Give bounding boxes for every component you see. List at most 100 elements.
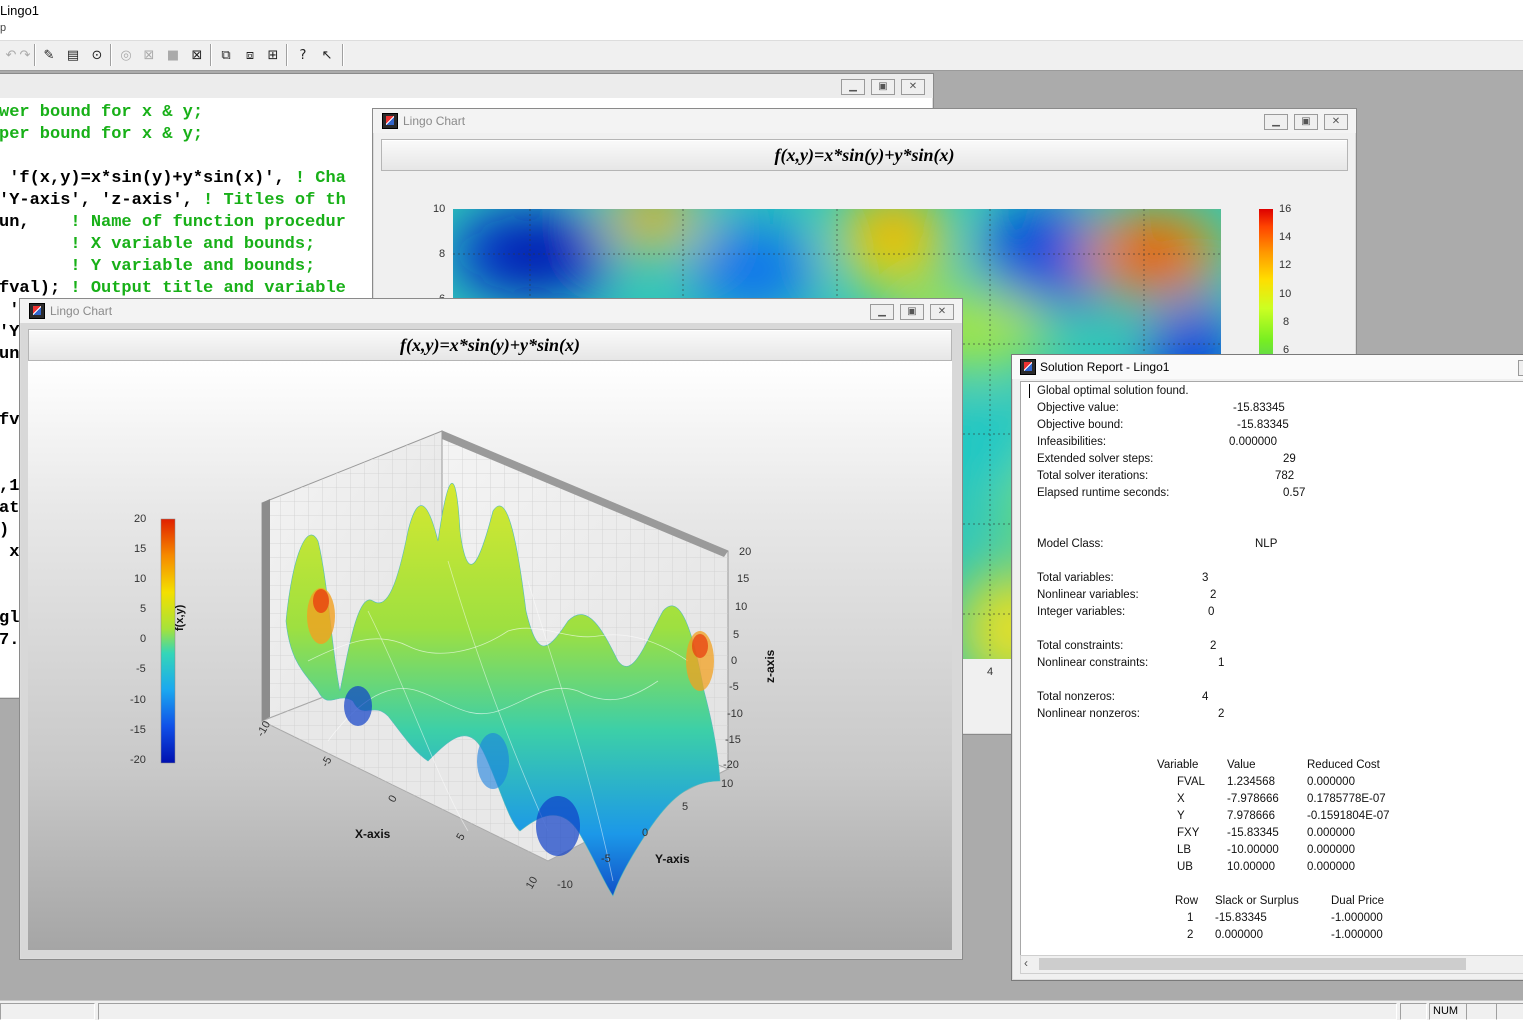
scroll-left-icon[interactable]: ‹ (1024, 956, 1028, 970)
help-icon[interactable]: ? (299, 48, 307, 63)
code-text: un, (0, 213, 71, 232)
constraint-count-value: 1 (1218, 657, 1225, 669)
surface-colorbar-tick: 5 (140, 603, 147, 615)
variable-row-cell: UB (1177, 861, 1193, 873)
maximize-icon[interactable]: ▣ (871, 79, 895, 95)
surface-colorbar-tick: 15 (134, 543, 147, 555)
contour-chart-heading-bar: f(x,y)=x*sin(y)+y*sin(x) (381, 139, 1348, 171)
solution-report-window: Solution Report - Lingo1 ▁ Global optima… (1011, 354, 1523, 981)
surface-colorbar-tick: -15 (130, 724, 146, 736)
constraint-row-cell: 2 (1187, 929, 1194, 941)
find-icon[interactable]: ✎ (43, 48, 55, 63)
code-line: per bound for x & y; (0, 124, 379, 146)
summary-item-value: -15.83345 (1233, 402, 1285, 414)
maximize-icon[interactable]: ▣ (900, 304, 924, 320)
code-comment: ! Cha (294, 169, 346, 188)
variable-row-cell: 0.000000 (1307, 776, 1355, 788)
minimize-icon[interactable]: ▁ (1518, 360, 1523, 376)
model-class-value: NLP (1255, 538, 1278, 550)
code-line: ,1 (0, 476, 379, 498)
contour-chart-heading: f(x,y)=x*sin(y)+y*sin(x) (774, 145, 955, 165)
editor-title-bar: ▁ ▣ ✕ (0, 74, 933, 98)
code-area[interactable]: wer bound for x & y; per bound for x & y;… (0, 102, 379, 652)
close-window-icon[interactable]: ✕ (930, 304, 954, 320)
code-text: ,1 (0, 477, 20, 496)
contour-y-tick: 8 (439, 248, 446, 260)
code-text (0, 235, 70, 254)
code-text: x (0, 543, 20, 562)
tile-icon[interactable]: ⊞ (267, 48, 279, 63)
surface-z-tick: -20 (723, 759, 739, 771)
options-icon[interactable]: ⊠ (191, 48, 203, 63)
surface-z-tick: -5 (729, 681, 739, 693)
surface-chart-heading-bar: f(x,y)=x*sin(y)+y*sin(x) (28, 329, 952, 361)
constraint-row-cell: -15.83345 (1215, 912, 1267, 924)
variable-row-cell: -7.978666 (1227, 793, 1279, 805)
close-window-icon[interactable]: ✕ (901, 79, 925, 95)
variable-row-cell: -0.1591804E-07 (1307, 810, 1390, 822)
lingo-app-icon (382, 113, 398, 129)
redo-icon[interactable]: ↷ (19, 48, 31, 63)
app-title: Lingo1 (0, 3, 40, 18)
summary-item-value: 0.57 (1283, 487, 1306, 499)
goto-icon[interactable]: ⊙ (91, 48, 103, 63)
surface-z-axis-label: z-axis (763, 649, 777, 683)
contour-colorbar-tick: 6 (1283, 344, 1290, 356)
stop-icon[interactable]: ■ (166, 48, 180, 63)
constraint-count-value: 2 (1210, 640, 1217, 652)
code-text: 7. (0, 631, 20, 650)
toolbar-separator (110, 44, 112, 66)
lingo-app-icon (1020, 359, 1036, 375)
code-text: ) (0, 521, 10, 540)
app-title-bar: Lingo1 (0, 0, 1523, 22)
minimize-icon[interactable]: ▁ (1264, 114, 1288, 130)
solve-icon[interactable]: ◎ (120, 48, 132, 63)
scrollbar-thumb[interactable] (1039, 958, 1466, 970)
cascade-icon[interactable]: ⧈ (245, 48, 255, 63)
variable-row-cell: Y (1177, 810, 1185, 822)
table-header: Row (1175, 895, 1199, 907)
maximize-icon[interactable]: ▣ (1294, 114, 1318, 130)
code-line (0, 146, 379, 168)
paste-icon[interactable]: ▤ (66, 48, 80, 63)
close-window-icon[interactable]: ✕ (1324, 114, 1348, 130)
summary-item-label: Objective value: (1037, 402, 1119, 414)
code-line: fv (0, 410, 379, 432)
report-text-area[interactable]: Global optimal solution found. Objective… (1020, 381, 1523, 957)
surface-colorbar-tick: -20 (130, 754, 146, 766)
variable-count-value: 0 (1208, 606, 1215, 618)
code-text: 'Y-axis', 'z-axis', (0, 191, 204, 210)
code-text (0, 257, 70, 276)
contour-colorbar-tick: 16 (1279, 203, 1292, 215)
surface-window-controls: ▁ ▣ ✕ (864, 303, 954, 320)
nonzero-count-value: 2 (1218, 708, 1225, 720)
status-pane (1400, 1003, 1427, 1020)
variable-row-cell: X (1177, 793, 1185, 805)
summary-item-value: 29 (1283, 453, 1296, 465)
surface-y-axis-label: Y-axis (655, 852, 690, 866)
undo-icon[interactable]: ↶ (5, 48, 17, 63)
variable-row-cell: 1.234568 (1227, 776, 1275, 788)
minimize-icon[interactable]: ▁ (870, 304, 894, 320)
toolbar-separator (210, 44, 212, 66)
variable-row-cell: 0.000000 (1307, 861, 1355, 873)
minimize-icon[interactable]: ▁ (841, 79, 865, 95)
code-line: un, ! Name of function procedur (0, 212, 379, 234)
variable-row-cell: -15.83345 (1227, 827, 1279, 839)
surface-colorbar-tick: 10 (134, 573, 147, 585)
surface-z-tick: 0 (731, 655, 738, 667)
menu-bar: p (0, 22, 1523, 41)
contour-colorbar-tick: 14 (1279, 231, 1292, 243)
table-header: Slack or Surplus (1215, 895, 1299, 907)
status-pane (98, 1003, 1397, 1020)
report-window-controls: ▁ (1512, 359, 1523, 376)
menu-item-fragment[interactable]: p (0, 22, 7, 34)
context-help-icon[interactable]: ↖ (321, 48, 333, 63)
code-line: at (0, 498, 379, 520)
window-icon[interactable]: ⧉ (221, 48, 231, 63)
code-text: fv (0, 411, 20, 430)
surface-colorbar-tick: 20 (134, 513, 147, 525)
contour-window-title: Lingo Chart (403, 114, 466, 128)
close-icon[interactable]: ⊠ (143, 48, 155, 63)
report-horizontal-scrollbar[interactable]: ‹ (1020, 955, 1523, 974)
